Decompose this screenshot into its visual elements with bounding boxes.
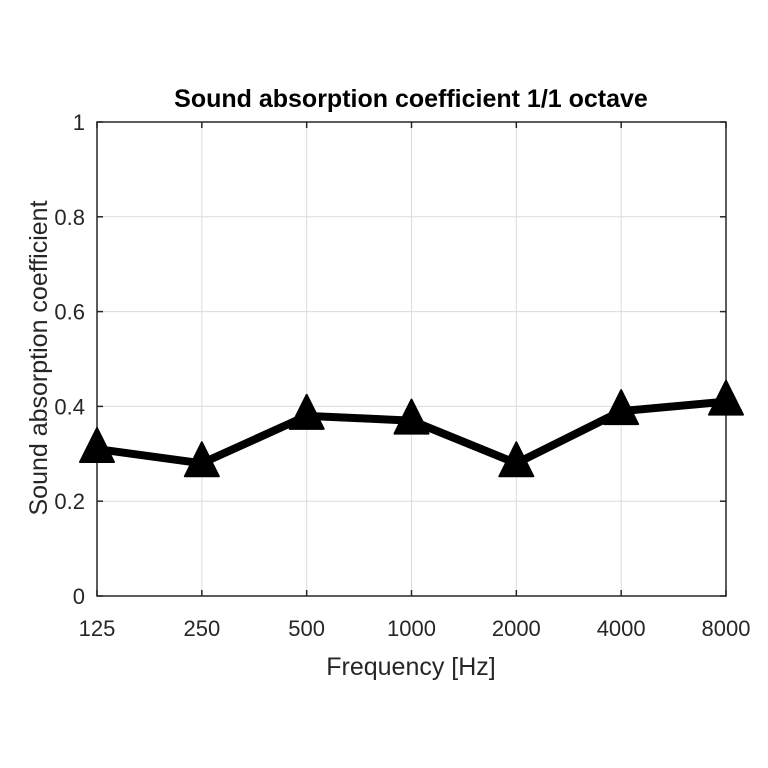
x-tick-label: 8000	[702, 616, 751, 641]
data-point-marker	[183, 441, 220, 478]
marker-layer	[79, 379, 744, 478]
y-tick-label: 0.6	[54, 300, 85, 325]
y-tick-label: 0	[73, 584, 85, 609]
x-tick-label: 125	[79, 616, 116, 641]
chart-title: Sound absorption coefficient 1/1 octave	[174, 85, 648, 113]
y-tick-label: 0.4	[54, 394, 85, 419]
x-tick-label: 500	[288, 616, 325, 641]
y-tick-label: 1	[73, 110, 85, 135]
x-axis-label: Frequency [Hz]	[326, 653, 496, 681]
x-tick-label: 1000	[387, 616, 436, 641]
y-axis-label: Sound absorption coefficient	[25, 200, 53, 515]
data-point-marker	[498, 441, 535, 478]
plot-frame	[96, 121, 727, 597]
data-point-marker	[603, 389, 640, 426]
data-point-marker	[288, 393, 325, 430]
y-tick-labels: 0 0.2 0.4 0.6 0.8 1	[54, 110, 85, 609]
data-point-marker	[393, 398, 430, 435]
data-point-marker	[79, 427, 115, 464]
x-tick-labels: 125 250 500 1000 2000 4000 8000	[79, 616, 751, 641]
data-point-marker	[708, 379, 744, 416]
x-tick-label: 2000	[492, 616, 541, 641]
x-tick-label: 250	[183, 616, 220, 641]
y-tick-label: 0.2	[54, 489, 85, 514]
y-tick-label: 0.8	[54, 205, 85, 230]
x-tick-label: 4000	[597, 616, 646, 641]
